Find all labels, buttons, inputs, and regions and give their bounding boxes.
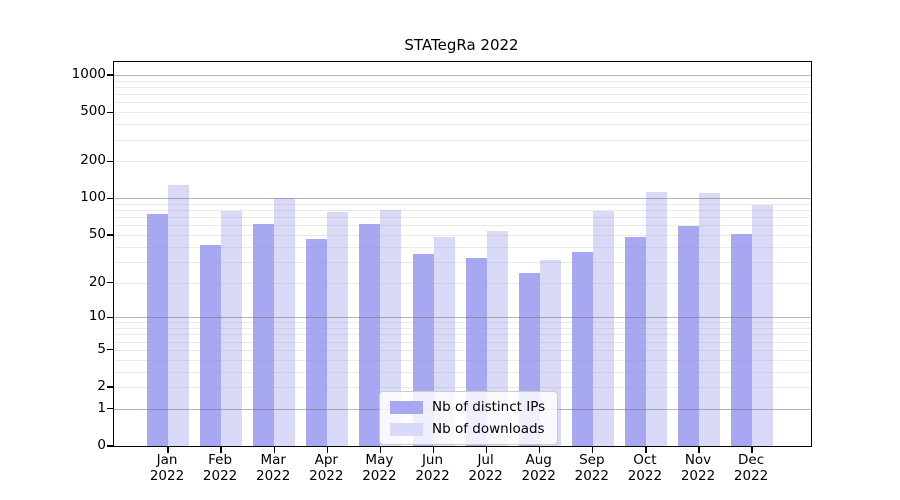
y-tick-label: 2 xyxy=(97,378,106,394)
plot-area: Nb of distinct IPs Nb of downloads xyxy=(107,61,812,453)
y-tick-mark xyxy=(107,408,113,410)
x-tick-label: Aug 2022 xyxy=(521,452,556,484)
y-tick-mark xyxy=(107,197,113,199)
bar-distinct-ips-nov xyxy=(678,226,699,446)
legend-label-downloads: Nb of downloads xyxy=(432,421,545,437)
bar-distinct-ips-feb xyxy=(200,245,222,446)
x-tick-mark xyxy=(751,447,753,453)
bar-distinct-ips-mar xyxy=(253,223,275,446)
bar-downloads-dec xyxy=(752,205,774,446)
x-tick-label: Feb 2022 xyxy=(202,452,238,484)
y-tick-mark xyxy=(107,281,113,284)
bar-distinct-ips-apr xyxy=(306,239,328,446)
legend-item-downloads: Nb of downloads xyxy=(390,421,545,437)
x-tick-mark xyxy=(539,447,541,453)
y-tick-label: 500 xyxy=(80,103,106,120)
bar-downloads-nov xyxy=(699,193,720,446)
x-tick-label: Dec 2022 xyxy=(733,452,769,484)
y-tick-label: 200 xyxy=(80,152,106,169)
bar-distinct-ips-sep xyxy=(571,252,593,446)
x-tick-label: Apr 2022 xyxy=(309,452,344,484)
legend-swatch-downloads xyxy=(390,422,423,436)
y-tick-mark xyxy=(107,445,113,447)
x-tick-label: May 2022 xyxy=(362,452,397,484)
x-axis-tick-labels: Jan 2022 Feb 2022 Mar 2022 Apr 2022 May 2022… xyxy=(113,452,810,492)
x-tick-mark xyxy=(432,447,435,453)
legend-label-distinct-ips: Nb of distinct IPs xyxy=(432,399,546,415)
y-tick-label: 20 xyxy=(88,273,106,290)
y-tick-mark xyxy=(107,111,113,113)
plot-clip-region xyxy=(114,62,811,446)
legend-swatch-distinct-ips xyxy=(390,400,423,414)
y-tick-mark xyxy=(107,349,113,351)
legend-item-distinct-ips: Nb of distinct IPs xyxy=(390,399,545,415)
y-tick-label: 1000 xyxy=(71,66,106,82)
x-tick-label: Jun 2022 xyxy=(415,452,450,484)
bar-distinct-ips-may xyxy=(359,224,381,446)
y-tick-mark xyxy=(107,316,113,318)
legend: Nb of distinct IPs Nb of downloads xyxy=(379,391,559,445)
bar-distinct-ips-oct xyxy=(624,237,646,446)
y-tick-label: 1 xyxy=(97,399,106,416)
bar-downloads-sep xyxy=(592,211,614,446)
x-tick-mark xyxy=(698,447,700,453)
y-tick-label: 5 xyxy=(97,340,106,357)
x-tick-mark xyxy=(167,447,169,453)
x-tick-mark xyxy=(273,447,275,453)
x-tick-label: Jan 2022 xyxy=(149,452,185,484)
x-tick-label: Jul 2022 xyxy=(468,452,503,484)
x-tick-mark xyxy=(645,447,647,453)
bars-layer xyxy=(114,62,811,446)
y-tick-label: 50 xyxy=(88,225,106,242)
bar-downloads-apr xyxy=(327,212,349,446)
x-tick-label: Sep 2022 xyxy=(574,452,609,484)
bar-downloads-mar xyxy=(274,197,296,446)
x-tick-mark xyxy=(220,447,222,453)
y-tick-label: 100 xyxy=(80,189,106,206)
bar-downloads-may xyxy=(380,210,402,446)
x-tick-label: Nov 2022 xyxy=(680,452,716,484)
chart-title: STATegRa 2022 xyxy=(404,36,519,54)
x-tick-mark xyxy=(485,447,488,453)
bar-distinct-ips-dec xyxy=(731,233,753,446)
y-axis-tick-labels: 1000 500 200 100 50 20 10 5 2 1 0 xyxy=(0,61,106,453)
bar-distinct-ips-jan xyxy=(147,214,168,446)
y-tick-mark xyxy=(107,386,113,388)
bar-downloads-feb xyxy=(221,211,243,446)
bar-downloads-jan xyxy=(168,185,189,446)
x-tick-mark xyxy=(592,447,594,453)
y-tick-mark xyxy=(107,160,113,162)
y-tick-label: 10 xyxy=(88,308,106,325)
bar-downloads-oct xyxy=(645,192,667,446)
x-tick-label: Oct 2022 xyxy=(627,452,663,484)
x-tick-mark xyxy=(379,447,382,453)
y-tick-mark xyxy=(107,74,113,76)
x-tick-label: Mar 2022 xyxy=(256,452,291,484)
y-tick-label: 0 xyxy=(97,437,106,453)
x-tick-mark xyxy=(326,447,328,453)
y-tick-mark xyxy=(107,234,113,236)
